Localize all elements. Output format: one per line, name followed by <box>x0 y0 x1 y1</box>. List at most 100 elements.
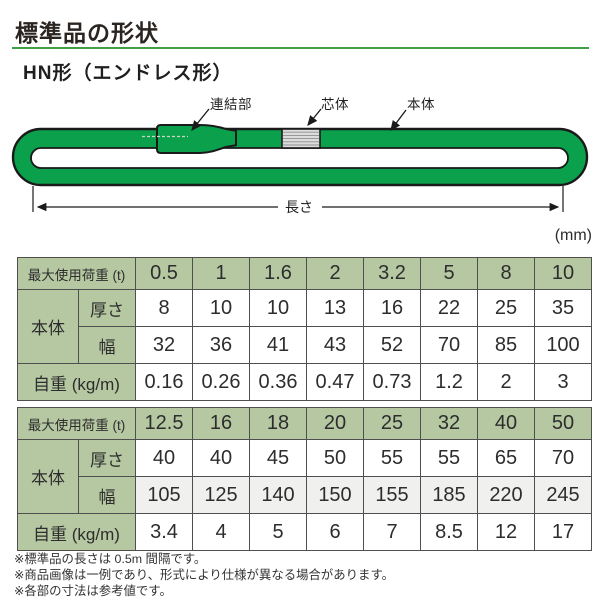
width-row: 幅 105 125 140 150 155 185 220 245 <box>18 476 592 514</box>
thickness-value: 16 <box>363 289 421 327</box>
weight-value: 0.47 <box>306 363 364 401</box>
load-row: 最大使用荷重 (t) 0.5 1 1.6 2 3.2 5 8 10 <box>17 257 592 290</box>
weight-value: 2 <box>477 363 535 401</box>
footnotes: ※標準品の長さは 0.5m 間隔です。 ※商品画像は一例であり、形式により仕様が… <box>14 551 394 599</box>
width-value: 43 <box>306 326 364 364</box>
width-value: 140 <box>249 476 307 514</box>
thickness-value: 55 <box>363 439 421 477</box>
thickness-value: 25 <box>477 289 535 327</box>
weight-value: 1.2 <box>420 363 478 401</box>
connector-section <box>156 124 237 154</box>
load-value: 1 <box>192 257 250 290</box>
thickness-value: 65 <box>477 439 535 477</box>
load-value: 32 <box>420 407 478 440</box>
thickness-value: 70 <box>534 439 592 477</box>
spec-table-1: 最大使用荷重 (t) 0.5 1 1.6 2 3.2 5 8 10 本体 厚さ … <box>17 257 592 401</box>
load-value: 50 <box>534 407 592 440</box>
width-value: 245 <box>534 476 592 514</box>
thickness-value: 10 <box>249 289 307 327</box>
width-value: 36 <box>192 326 250 364</box>
body-group-label: 本体 <box>17 289 79 364</box>
body-group-label: 本体 <box>17 439 79 514</box>
sling-diagram <box>11 108 589 212</box>
width-label: 幅 <box>78 326 136 364</box>
max-load-label: 最大使用荷重 (t) <box>17 257 136 290</box>
sling-loop-hole <box>30 147 569 169</box>
width-row: 幅 32 36 41 43 52 70 85 100 <box>18 326 592 364</box>
thickness-value: 8 <box>135 289 193 327</box>
thickness-value: 10 <box>192 289 250 327</box>
note-line: ※標準品の長さは 0.5m 間隔です。 <box>14 552 207 566</box>
width-value: 125 <box>192 476 250 514</box>
load-value: 8 <box>477 257 535 290</box>
section-subtitle: HN形（エンドレス形） <box>23 63 233 84</box>
load-value: 12.5 <box>135 407 193 440</box>
load-row: 最大使用荷重 (t) 12.5 16 18 20 25 32 40 50 <box>17 407 592 440</box>
weight-value: 3 <box>534 363 592 401</box>
load-value: 40 <box>477 407 535 440</box>
connector-label: 連結部 <box>210 97 252 112</box>
thickness-value: 50 <box>306 439 364 477</box>
thickness-value: 55 <box>420 439 478 477</box>
thickness-label: 厚さ <box>78 439 136 477</box>
body-arrow <box>390 109 407 132</box>
weight-row: 自重 (kg/m) 3.4 4 5 6 7 8.5 12 17 <box>17 513 592 551</box>
width-value: 150 <box>306 476 364 514</box>
weight-label: 自重 (kg/m) <box>17 363 136 401</box>
weight-label: 自重 (kg/m) <box>17 513 136 551</box>
weight-value: 0.16 <box>135 363 193 401</box>
load-value: 18 <box>249 407 307 440</box>
width-value: 70 <box>420 326 478 364</box>
width-value: 105 <box>135 476 193 514</box>
load-value: 0.5 <box>135 257 193 290</box>
weight-value: 3.4 <box>135 513 193 551</box>
thickness-value: 35 <box>534 289 592 327</box>
thickness-row: 本体 厚さ 8 10 10 13 16 22 25 35 <box>17 289 592 364</box>
width-value: 100 <box>534 326 592 364</box>
title-underline <box>12 47 589 49</box>
load-value: 20 <box>306 407 364 440</box>
thickness-value: 22 <box>420 289 478 327</box>
width-value: 41 <box>249 326 307 364</box>
body-label: 本体 <box>407 97 435 112</box>
weight-value: 0.73 <box>363 363 421 401</box>
max-load-label: 最大使用荷重 (t) <box>17 407 136 440</box>
load-value: 3.2 <box>363 257 421 290</box>
weight-value: 0.26 <box>192 363 250 401</box>
width-value: 220 <box>477 476 535 514</box>
width-value: 85 <box>477 326 535 364</box>
weight-value: 0.36 <box>249 363 307 401</box>
weight-value: 6 <box>306 513 364 551</box>
core-hatch-lines <box>283 131 319 146</box>
weight-value: 8.5 <box>420 513 478 551</box>
note-line: ※各部の寸法は参考値です。 <box>14 584 172 598</box>
weight-row: 自重 (kg/m) 0.16 0.26 0.36 0.47 0.73 1.2 2… <box>17 363 592 401</box>
load-value: 5 <box>420 257 478 290</box>
thickness-value: 45 <box>249 439 307 477</box>
thickness-value: 13 <box>306 289 364 327</box>
load-value: 16 <box>192 407 250 440</box>
length-label: 長さ <box>285 199 313 215</box>
width-value: 32 <box>135 326 193 364</box>
thickness-value: 40 <box>192 439 250 477</box>
thickness-value: 40 <box>135 439 193 477</box>
width-value: 185 <box>420 476 478 514</box>
width-value: 155 <box>363 476 421 514</box>
connector-arrow <box>191 108 210 132</box>
core-arrow <box>307 108 322 127</box>
note-line: ※商品画像は一例であり、形式により仕様が異なる場合があります。 <box>14 568 394 582</box>
weight-value: 5 <box>249 513 307 551</box>
load-value: 2 <box>306 257 364 290</box>
width-value: 52 <box>363 326 421 364</box>
core-label: 芯体 <box>321 97 349 112</box>
thickness-label: 厚さ <box>78 289 136 327</box>
spec-table-2: 最大使用荷重 (t) 12.5 16 18 20 25 32 40 50 本体 … <box>17 407 592 551</box>
weight-value: 4 <box>192 513 250 551</box>
weight-value: 12 <box>477 513 535 551</box>
weight-value: 7 <box>363 513 421 551</box>
page-title: 標準品の形状 <box>15 20 159 46</box>
width-label: 幅 <box>78 476 136 514</box>
unit-label: (mm) <box>554 227 592 244</box>
weight-value: 17 <box>534 513 592 551</box>
load-value: 1.6 <box>249 257 307 290</box>
